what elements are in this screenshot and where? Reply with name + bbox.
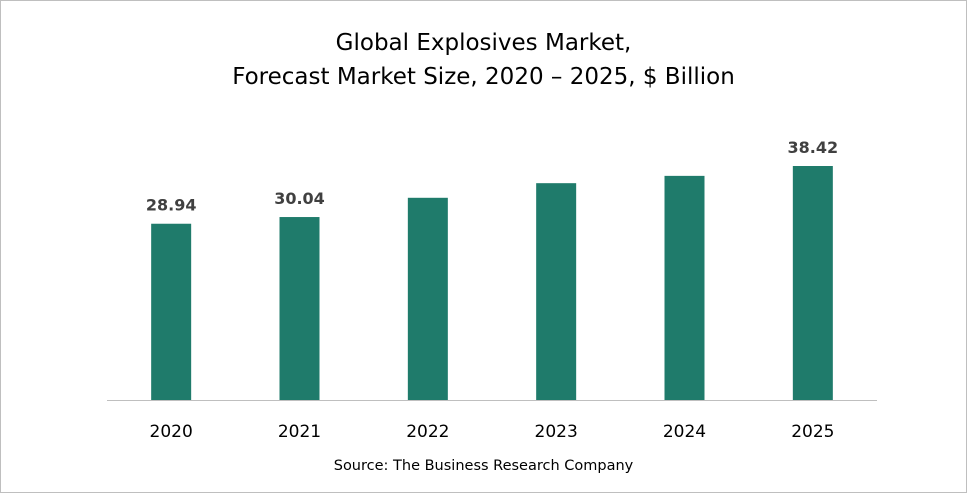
bar-2024 bbox=[664, 175, 705, 400]
x-tick-label: 2024 bbox=[663, 422, 706, 442]
data-label: 38.42 bbox=[788, 138, 839, 157]
bar-2023 bbox=[536, 183, 577, 400]
chart-subtitle: Forecast Market Size, 2020 – 2025, $ Bil… bbox=[232, 64, 735, 90]
x-tick-label: 2022 bbox=[406, 422, 449, 442]
chart-source: Source: The Business Research Company bbox=[333, 458, 634, 474]
data-label: 30.04 bbox=[274, 189, 325, 208]
bar-2020 bbox=[151, 223, 192, 400]
chart-title: Global Explosives Market, bbox=[335, 30, 632, 56]
x-tick-label: 2020 bbox=[150, 422, 193, 442]
bar-2021 bbox=[279, 217, 320, 400]
bar-2022 bbox=[407, 197, 448, 400]
x-tick-label: 2025 bbox=[791, 422, 834, 442]
x-tick-label: 2021 bbox=[278, 422, 321, 442]
x-tick-label: 2023 bbox=[535, 422, 578, 442]
data-label: 28.94 bbox=[146, 196, 197, 215]
bar-2025 bbox=[792, 166, 833, 400]
